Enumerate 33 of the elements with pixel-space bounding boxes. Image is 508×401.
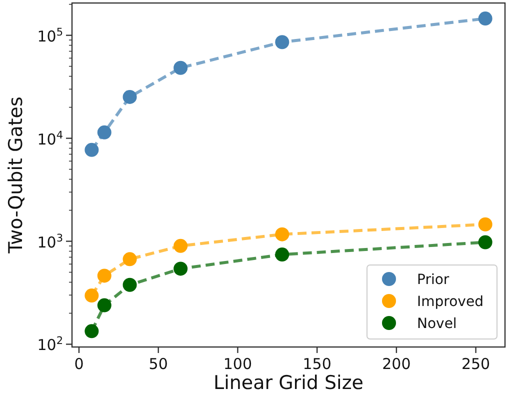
point — [122, 252, 137, 266]
x-tick-label: 200 — [382, 355, 411, 373]
x-axis-title: Linear Grid Size — [213, 372, 364, 394]
point — [478, 12, 492, 26]
y-tick-label: 10$^{2}$ — [37, 335, 63, 354]
point — [122, 90, 137, 104]
y-axis-title: Two-Qubit Gates — [5, 96, 27, 254]
x-tick-label: 250 — [461, 355, 490, 373]
point — [97, 268, 112, 283]
x-tick-label: 150 — [302, 355, 332, 373]
point — [122, 278, 137, 292]
legend-label: Prior — [417, 272, 450, 288]
point — [478, 235, 492, 250]
point — [275, 248, 290, 262]
point — [174, 238, 188, 253]
x-tick-label: 50 — [148, 355, 168, 373]
y-tick-label: 10$^{4}$ — [37, 129, 64, 148]
point — [275, 227, 290, 242]
point — [97, 298, 112, 312]
point — [478, 217, 492, 232]
y-tick-label: 10$^{5}$ — [37, 26, 63, 46]
point — [84, 324, 99, 338]
point — [84, 142, 99, 157]
x-tick-label: 0 — [74, 355, 84, 373]
point — [97, 125, 112, 140]
legend-label: Improved — [417, 294, 484, 310]
point — [174, 60, 188, 75]
x-tick-label: 100 — [223, 355, 252, 373]
point — [275, 35, 290, 50]
y-tick-label: 10$^{3}$ — [37, 232, 63, 252]
legend-label: Novel — [417, 316, 457, 332]
point — [84, 288, 99, 303]
point — [174, 262, 188, 276]
